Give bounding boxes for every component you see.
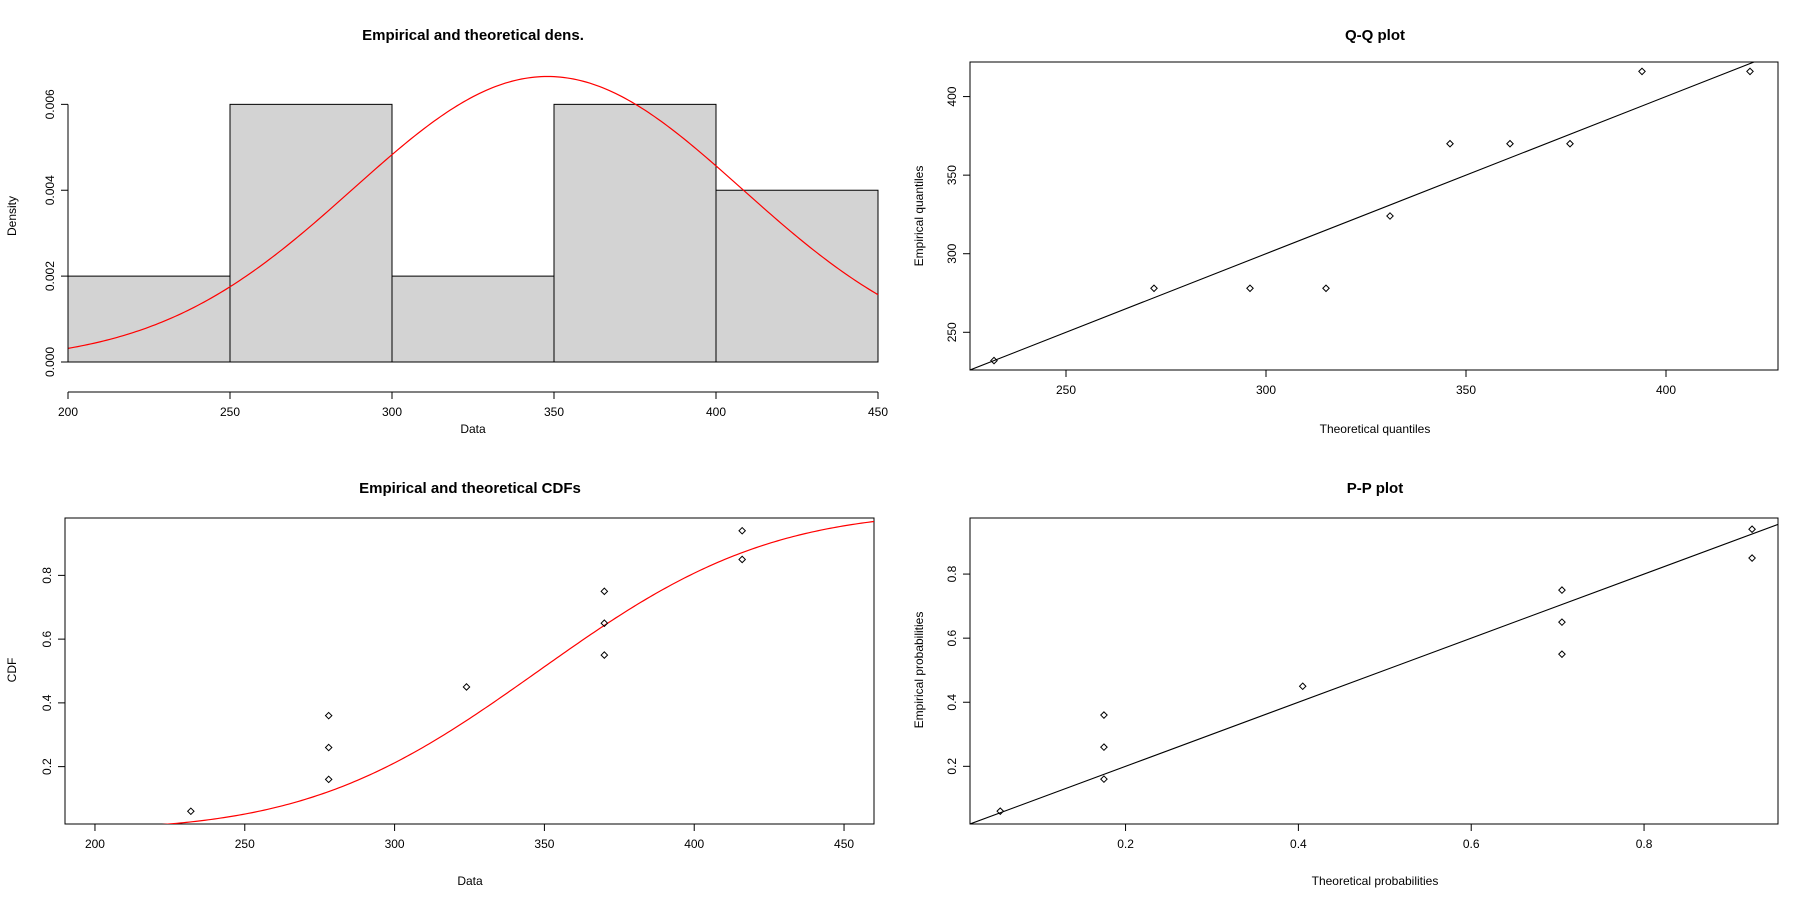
density-y-tick-label-3: 0.006: [43, 89, 57, 119]
pp-y-tick-label-0: 0.2: [945, 758, 959, 775]
qq-ylabel: Empirical quantiles: [912, 166, 926, 267]
pp-panel: P-P plot Theoretical probabilities Empir…: [912, 480, 1779, 888]
cdf-x-tick-label-3: 350: [534, 837, 554, 851]
cdf-x-tick-label-4: 400: [684, 837, 704, 851]
pp-x-tick-label-3: 0.8: [1636, 837, 1653, 851]
qq-point-7: [1566, 139, 1574, 148]
qq-y-tick-label-2: 350: [945, 165, 959, 185]
density-bar-2: [391, 275, 555, 363]
pp-point-8: [1748, 554, 1756, 562]
pp-x-tick-label-2: 0.6: [1463, 837, 1480, 851]
cdf-xlabel: Data: [457, 874, 483, 888]
qq-reference-line: [970, 62, 1756, 370]
qq-point-0: [990, 356, 998, 365]
density-x-tick-label-1: 250: [220, 405, 240, 419]
pp-point-9: [1748, 525, 1756, 534]
cdf-point-9: [738, 526, 747, 535]
cdf-ylabel: CDF: [5, 658, 19, 683]
qq-y-tick-label-0: 250: [945, 322, 959, 342]
cdf-point-6: [600, 619, 609, 628]
cdf-point-1: [324, 775, 333, 784]
qq-y-tick-label-3: 400: [945, 86, 959, 106]
pp-y-tick-label-2: 0.6: [945, 629, 959, 646]
cdf-point-4: [462, 683, 471, 691]
density-title: Empirical and theoretical dens.: [362, 27, 584, 44]
cdf-point-3: [324, 711, 333, 720]
qq-plot-frame: [969, 61, 1779, 371]
pp-point-2: [1100, 743, 1108, 752]
qq-x-tick-label-0: 250: [1056, 383, 1076, 397]
density-ylabel: Density: [5, 196, 19, 236]
pp-point-1: [1100, 775, 1108, 784]
qq-x-tick-label-1: 300: [1256, 383, 1276, 397]
qq-x-tick-label-2: 350: [1456, 383, 1476, 397]
cdf-panel: Empirical and theoretical CDFs Data CDF …: [5, 480, 875, 888]
pp-y-tick-label-3: 0.8: [945, 565, 959, 582]
cdf-point-5: [600, 651, 609, 659]
qq-point-5: [1446, 139, 1454, 148]
density-x-tick-label-0: 200: [58, 405, 78, 419]
density-x-tick-label-3: 350: [544, 405, 564, 419]
density-y-tick-label-0: 0.000: [43, 347, 57, 377]
density-x-tick-label-2: 300: [382, 405, 402, 419]
density-y-tick-label-2: 0.004: [43, 175, 57, 205]
pp-y-tick-label-1: 0.4: [945, 694, 959, 711]
cdf-y-tick-label-2: 0.6: [40, 630, 54, 647]
pp-xlabel: Theoretical probabilities: [1312, 874, 1439, 888]
density-bar-3: [553, 103, 717, 363]
pp-title: P-P plot: [1347, 480, 1403, 497]
pp-x-tick-label-1: 0.4: [1290, 837, 1307, 851]
qq-point-3: [1322, 284, 1330, 293]
density-theoretical-curve: [67, 75, 879, 349]
density-bar-1: [229, 103, 393, 363]
cdf-x-tick-label-0: 200: [85, 837, 105, 851]
cdf-point-0: [186, 807, 195, 816]
pp-point-0: [996, 807, 1005, 816]
qq-point-8: [1638, 67, 1646, 76]
pp-ylabel: Empirical probabilities: [912, 612, 926, 729]
qq-point-9: [1746, 67, 1754, 76]
density-panel: Empirical and theoretical dens. Data Den…: [5, 27, 888, 436]
pp-point-5: [1558, 650, 1566, 659]
pp-plot-frame: [969, 517, 1779, 825]
cdf-theoretical-curve: [161, 520, 874, 824]
qq-title: Q-Q plot: [1345, 27, 1405, 44]
qq-point-1: [1150, 284, 1158, 293]
cdf-x-tick-label-5: 450: [834, 837, 854, 851]
density-y-tick-label-1: 0.002: [43, 261, 57, 291]
pp-point-4: [1298, 682, 1307, 691]
pp-point-3: [1100, 711, 1108, 719]
cdf-point-2: [324, 743, 333, 752]
qq-x-tick-label-3: 400: [1656, 383, 1676, 397]
cdf-point-8: [738, 555, 747, 564]
pp-x-tick-label-0: 0.2: [1117, 837, 1134, 851]
pp-reference-line: [970, 523, 1778, 824]
cdf-plot-frame: [64, 517, 875, 825]
cdf-x-tick-label-1: 250: [235, 837, 255, 851]
density-x-tick-label-4: 400: [706, 405, 726, 419]
density-x-tick-label-5: 450: [868, 405, 888, 419]
cdf-point-7: [600, 587, 609, 596]
qq-point-2: [1246, 284, 1254, 293]
qq-xlabel: Theoretical quantiles: [1320, 422, 1431, 436]
pp-point-6: [1558, 618, 1566, 627]
qq-point-4: [1386, 212, 1394, 220]
cdf-y-tick-label-1: 0.4: [40, 694, 54, 711]
cdf-y-tick-label-3: 0.8: [40, 567, 54, 584]
cdf-title: Empirical and theoretical CDFs: [359, 480, 581, 497]
qq-point-6: [1506, 139, 1514, 148]
density-bar-4: [715, 189, 879, 363]
qq-y-tick-label-1: 300: [945, 243, 959, 263]
cdf-y-tick-label-0: 0.2: [40, 758, 54, 775]
pp-point-7: [1558, 586, 1566, 595]
cdf-x-tick-label-2: 300: [385, 837, 405, 851]
density-xlabel: Data: [460, 422, 486, 436]
density-bar-0: [67, 275, 231, 363]
qq-panel: Q-Q plot Theoretical quantiles Empirical…: [912, 27, 1779, 436]
